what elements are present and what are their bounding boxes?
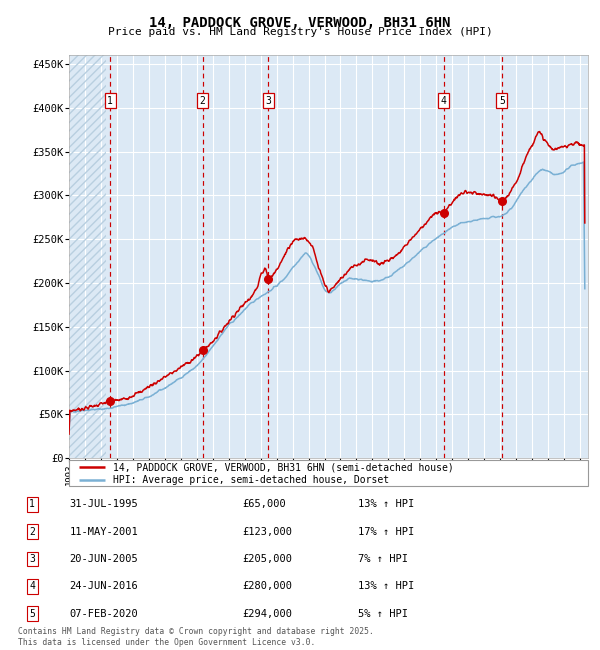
- Text: 3: 3: [29, 554, 35, 564]
- Text: 14, PADDOCK GROVE, VERWOOD, BH31 6HN (semi-detached house): 14, PADDOCK GROVE, VERWOOD, BH31 6HN (se…: [113, 463, 454, 473]
- Text: 5% ↑ HPI: 5% ↑ HPI: [358, 608, 407, 619]
- Text: 13% ↑ HPI: 13% ↑ HPI: [358, 499, 414, 510]
- Text: Price paid vs. HM Land Registry's House Price Index (HPI): Price paid vs. HM Land Registry's House …: [107, 27, 493, 37]
- Text: 2: 2: [29, 526, 35, 537]
- FancyBboxPatch shape: [69, 460, 588, 486]
- Text: 13% ↑ HPI: 13% ↑ HPI: [358, 581, 414, 592]
- Text: £280,000: £280,000: [242, 581, 292, 592]
- Text: 7% ↑ HPI: 7% ↑ HPI: [358, 554, 407, 564]
- Text: 2: 2: [200, 96, 205, 106]
- Text: £205,000: £205,000: [242, 554, 292, 564]
- Text: £65,000: £65,000: [242, 499, 286, 510]
- Text: 4: 4: [441, 96, 447, 106]
- Text: 5: 5: [29, 608, 35, 619]
- Text: 24-JUN-2016: 24-JUN-2016: [70, 581, 139, 592]
- Text: 1: 1: [29, 499, 35, 510]
- Text: 17% ↑ HPI: 17% ↑ HPI: [358, 526, 414, 537]
- Text: 14, PADDOCK GROVE, VERWOOD, BH31 6HN: 14, PADDOCK GROVE, VERWOOD, BH31 6HN: [149, 16, 451, 31]
- Text: 4: 4: [29, 581, 35, 592]
- Text: 1: 1: [107, 96, 113, 106]
- Text: £123,000: £123,000: [242, 526, 292, 537]
- Text: 11-MAY-2001: 11-MAY-2001: [70, 526, 139, 537]
- Text: 20-JUN-2005: 20-JUN-2005: [70, 554, 139, 564]
- Text: 31-JUL-1995: 31-JUL-1995: [70, 499, 139, 510]
- Text: 5: 5: [499, 96, 505, 106]
- Text: £294,000: £294,000: [242, 608, 292, 619]
- Text: HPI: Average price, semi-detached house, Dorset: HPI: Average price, semi-detached house,…: [113, 476, 389, 486]
- Text: Contains HM Land Registry data © Crown copyright and database right 2025.
This d: Contains HM Land Registry data © Crown c…: [18, 627, 374, 647]
- Text: 07-FEB-2020: 07-FEB-2020: [70, 608, 139, 619]
- Text: 3: 3: [265, 96, 271, 106]
